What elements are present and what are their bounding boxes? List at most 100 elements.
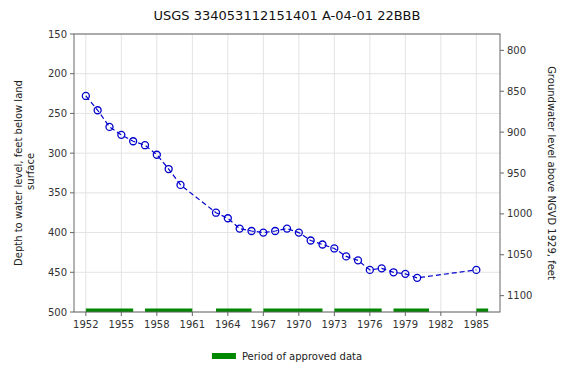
y-axis-label: Depth to water level, feet below land su… — [13, 80, 36, 266]
grid-line-x — [121, 34, 122, 312]
legend-label: Period of approved data — [242, 351, 362, 362]
point — [130, 138, 137, 145]
grid-line-x — [298, 34, 299, 312]
y-tick-label: 450 — [48, 267, 67, 278]
data — [82, 92, 488, 312]
point — [224, 215, 231, 222]
x-tick — [440, 312, 441, 316]
y2-tick-label: 850 — [507, 86, 526, 97]
approved-bar — [86, 309, 133, 313]
point — [378, 265, 385, 272]
y-tick-label: 500 — [48, 307, 67, 318]
x-tick-label: 1982 — [428, 319, 453, 330]
y2-tick — [500, 173, 504, 174]
y2-tick-label: 1000 — [507, 208, 532, 219]
y2-tick — [500, 132, 504, 133]
y-axis-label-line: surface — [25, 153, 36, 193]
point — [366, 266, 373, 273]
point — [319, 241, 326, 248]
grid — [74, 34, 500, 312]
point — [177, 181, 184, 188]
point — [82, 92, 89, 99]
point — [118, 131, 125, 138]
y2-tick-label: 1050 — [507, 249, 532, 260]
grid-line-y — [74, 113, 500, 114]
y-tick — [70, 232, 74, 233]
title: USGS 334053112151401 A-04-01 22BBB — [154, 8, 421, 23]
point — [473, 266, 480, 273]
approved-bar — [334, 309, 381, 313]
y2-tick-label: 950 — [507, 168, 526, 179]
grid-line-x — [192, 34, 193, 312]
x-tick-label: 1970 — [286, 319, 311, 330]
chart: 1952195519581961196419671970197319761979… — [0, 0, 576, 384]
x-tick — [192, 312, 193, 316]
axes: 1952195519581961196419671970197319761979… — [48, 29, 533, 331]
point — [94, 107, 101, 114]
y-tick-label: 250 — [48, 108, 67, 119]
point — [272, 227, 279, 234]
point — [248, 227, 255, 234]
y-tick — [70, 153, 74, 154]
y-tick — [70, 272, 74, 273]
y-tick — [70, 312, 74, 313]
y-tick-label: 400 — [48, 227, 67, 238]
y2-tick — [500, 50, 504, 51]
grid-line-y — [74, 73, 500, 74]
x-tick — [121, 312, 122, 316]
y2-tick — [500, 213, 504, 214]
grid-line-x — [440, 34, 441, 312]
y-tick — [70, 113, 74, 114]
x-tick — [227, 312, 228, 316]
point — [307, 237, 314, 244]
point — [213, 209, 220, 216]
point — [165, 166, 172, 173]
grid-line-y — [74, 192, 500, 193]
legend-swatch — [212, 353, 236, 359]
point — [142, 142, 149, 149]
point — [414, 274, 421, 281]
y-tick — [70, 192, 74, 193]
x-tick — [85, 312, 86, 316]
grid-line-y — [74, 153, 500, 154]
x-tick — [156, 312, 157, 316]
point — [390, 269, 397, 276]
y2-tick — [500, 254, 504, 255]
series-line — [86, 96, 477, 278]
y2-tick-label: 900 — [507, 127, 526, 138]
plot-area — [74, 34, 500, 312]
point — [331, 245, 338, 252]
point — [355, 257, 362, 264]
x-tick-label: 1976 — [357, 319, 382, 330]
x-tick — [476, 312, 477, 316]
x-tick — [263, 312, 264, 316]
point — [236, 225, 243, 232]
x-tick-label: 1964 — [215, 319, 240, 330]
approved-bar — [476, 309, 488, 313]
point — [343, 253, 350, 260]
grid-line-x — [263, 34, 264, 312]
point — [106, 123, 113, 130]
x-tick — [298, 312, 299, 316]
y2-tick-label: 1100 — [507, 290, 532, 301]
approved-bar — [263, 309, 322, 313]
grid-line-x — [334, 34, 335, 312]
x-tick-label: 1967 — [251, 319, 276, 330]
grid-line-x — [85, 34, 86, 312]
plot-frame — [74, 34, 500, 312]
grid-line-x — [227, 34, 228, 312]
point — [402, 270, 409, 277]
approved-bar — [394, 309, 430, 313]
y2-axis-label: Groundwater level above NGVD 1929, feet — [546, 66, 557, 280]
point — [260, 229, 267, 236]
legend: Period of approved data — [212, 351, 362, 362]
x-tick-label: 1979 — [393, 319, 418, 330]
y-tick — [70, 34, 74, 35]
x-tick-label: 1961 — [180, 319, 205, 330]
x-tick-label: 1955 — [109, 319, 134, 330]
approved-bar — [145, 309, 192, 313]
point — [153, 151, 160, 158]
y-tick — [70, 73, 74, 74]
grid-line-y — [74, 272, 500, 273]
point — [284, 225, 291, 232]
